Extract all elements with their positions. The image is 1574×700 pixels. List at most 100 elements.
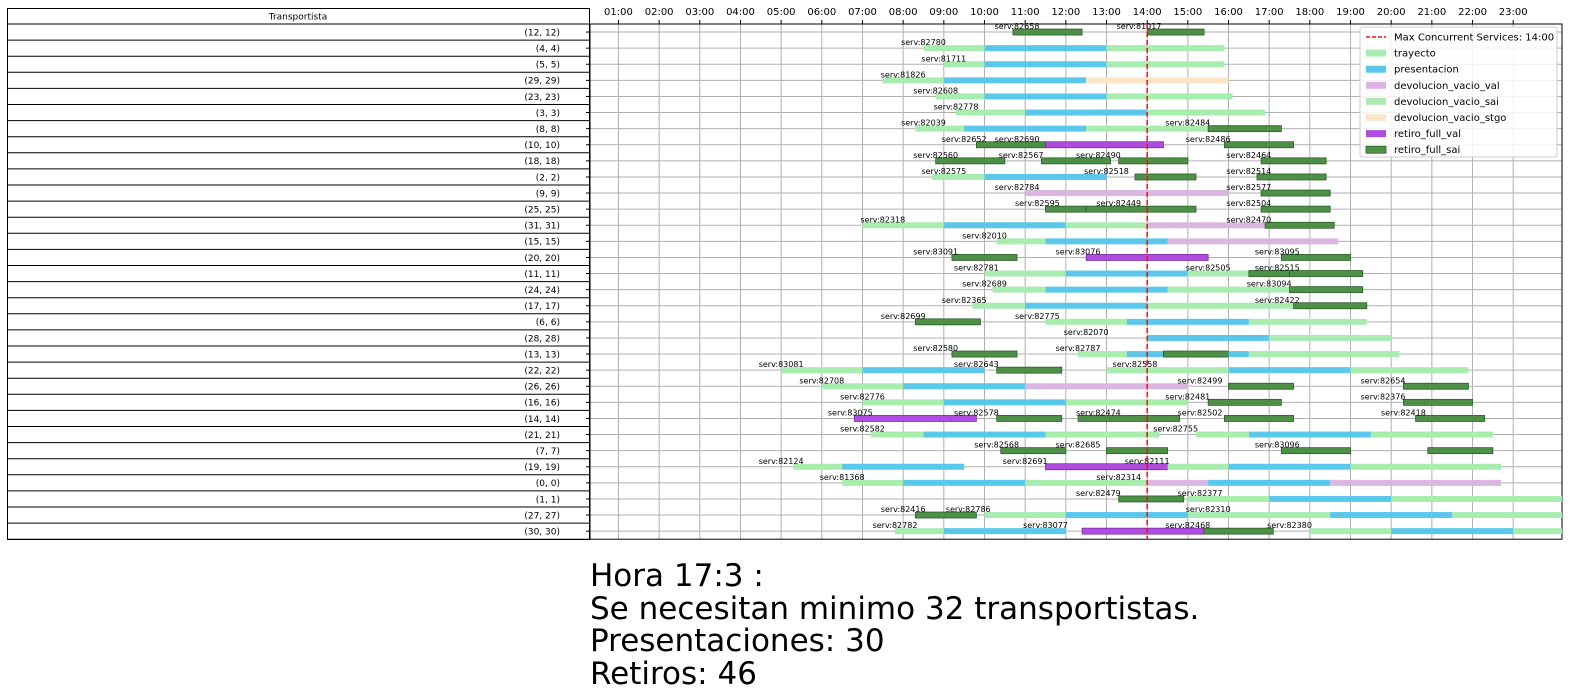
bar-presentacion — [1045, 238, 1168, 245]
bar-trayecto — [935, 93, 985, 100]
service-label: serv:82560 — [913, 151, 958, 160]
bar-presentacion — [1065, 270, 1188, 277]
service-label: serv:82575 — [921, 167, 966, 176]
service-label: serv:82567 — [999, 151, 1044, 160]
bar-retiro_full_sai — [914, 318, 981, 326]
bar-retiro_full_sai — [1118, 157, 1189, 165]
x-tick-label: 20:00 — [1377, 7, 1406, 18]
x-tick-label: 06:00 — [807, 7, 836, 18]
service-label: serv:82010 — [962, 231, 1007, 240]
table-row-label: (8, 8) — [536, 125, 560, 135]
bar-retiro_full_sai — [1041, 157, 1111, 165]
bar-trayecto — [793, 463, 843, 470]
bar-trayecto — [1106, 93, 1233, 100]
bar-retiro_full_sai — [1106, 447, 1168, 455]
bar-trayecto — [895, 528, 944, 535]
bar-retiro_full_sai — [951, 254, 1018, 261]
bar-retiro_full_sai — [1402, 382, 1469, 390]
service-label: serv:82470 — [1226, 215, 1271, 224]
service-label: serv:82365 — [942, 296, 987, 305]
bar-trayecto — [1025, 479, 1148, 486]
bar-presentacion — [1147, 334, 1270, 341]
bar-devolucion_vacio_val — [1025, 190, 1229, 197]
service-label: serv:82416 — [881, 505, 926, 514]
service-label: serv:82755 — [1153, 425, 1198, 434]
service-label: serv:82486 — [1186, 135, 1231, 144]
service-label: serv:82652 — [942, 135, 987, 144]
bar-devolucion_vacio_val — [1167, 238, 1339, 245]
summary-retiros: Retiros: 46 — [590, 655, 757, 692]
bar-retiro_full_sai — [996, 415, 1063, 422]
service-label: serv:82070 — [1064, 328, 1109, 337]
service-label: serv:82124 — [759, 457, 804, 466]
bar-retiro_full_sai — [935, 157, 1006, 165]
x-tick-label: 13:00 — [1092, 7, 1121, 18]
service-label: serv:82578 — [954, 408, 999, 417]
bar-trayecto — [1106, 61, 1225, 68]
bar-presentacion — [984, 93, 1107, 100]
bar-trayecto — [1452, 512, 1562, 519]
legend-label-devolucion_vacio_sai: devolucion_vacio_sai — [1394, 97, 1499, 108]
service-label: serv:82376 — [1361, 392, 1406, 401]
bar-retiro_full_sai — [914, 511, 977, 519]
table-header: Transportista — [268, 13, 327, 23]
x-tick-label: 03:00 — [685, 7, 714, 18]
table-row-label: (3, 3) — [536, 109, 560, 119]
summary-text: Hora 17:3 : Se necesitan minimo 32 trans… — [590, 560, 1199, 690]
bar-retiro_full_sai — [1260, 157, 1327, 165]
bar-presentacion — [943, 222, 1066, 229]
table-row-label: (16, 16) — [524, 399, 560, 409]
service-label: serv:82691 — [1003, 457, 1048, 466]
x-tick-label: 17:00 — [1255, 7, 1284, 18]
table-frame — [7, 8, 590, 540]
bar-trayecto — [1106, 45, 1225, 52]
bar-retiro_full_val — [853, 415, 977, 422]
table-row-label: (25, 25) — [524, 205, 560, 215]
bar-retiro_full_sai — [1280, 254, 1351, 261]
service-label: serv:82775 — [1015, 312, 1060, 321]
gantt-chart: 01:00 02:00 03:00 04:00 05:00 06:00 07:00 08:00… — [586, 7, 1563, 540]
service-label: serv:81826 — [881, 70, 926, 79]
bar-retiro_full_sai — [1402, 398, 1473, 406]
bar-presentacion — [862, 367, 985, 374]
bar-presentacion — [1126, 351, 1164, 358]
service-label: serv:82505 — [1186, 264, 1231, 273]
transportista-table: Transportista (12, 12) (4, 4) (5, 5) (29, 29… — [7, 8, 590, 540]
bar-trayecto — [870, 431, 924, 438]
bar-presentacion — [1065, 512, 1188, 519]
bar-retiro_full_sai — [1203, 527, 1274, 535]
bar-trayecto — [972, 302, 1026, 309]
x-tick-label: 15:00 — [1173, 7, 1202, 18]
table-row-label: (31, 31) — [524, 222, 560, 232]
x-tick-label: 18:00 — [1295, 7, 1324, 18]
table-row-label: (7, 7) — [536, 447, 560, 457]
x-tick-label: 01:00 — [604, 7, 633, 18]
service-label: serv:82595 — [1015, 199, 1060, 208]
bar-presentacion — [842, 463, 965, 470]
service-label: serv:82786 — [946, 505, 991, 514]
bar-trayecto — [1350, 367, 1469, 374]
bar-trayecto — [842, 479, 904, 486]
bar-retiro_full_sai — [1293, 302, 1368, 310]
bar-presentacion — [1126, 318, 1249, 325]
bar-trayecto — [882, 77, 944, 84]
bar-retiro_full_val — [1045, 141, 1164, 149]
service-label: serv:82310 — [1186, 505, 1231, 514]
bar-trayecto — [1147, 109, 1266, 116]
bar-trayecto — [1187, 495, 1270, 502]
bar-devolucion_vacio_val — [1025, 383, 1188, 390]
bar-retiro_full_sai — [1256, 173, 1327, 181]
service-label: serv:82582 — [840, 425, 885, 434]
table-row-label: (22, 22) — [524, 366, 560, 376]
plot-frame — [589, 23, 1563, 540]
service-label: serv:82699 — [881, 312, 926, 321]
service-label: serv:83075 — [828, 408, 873, 417]
bar-retiro_full_sai — [1264, 221, 1335, 229]
service-label: serv:81368 — [820, 473, 865, 482]
bar-devolucion_vacio_stgo — [1086, 77, 1229, 84]
bar-trayecto — [915, 125, 965, 132]
bar-trayecto — [1167, 286, 1290, 293]
service-label: serv:82577 — [1226, 183, 1271, 192]
service-label: serv:82518 — [1084, 167, 1129, 176]
bar-trayecto — [1248, 318, 1367, 325]
